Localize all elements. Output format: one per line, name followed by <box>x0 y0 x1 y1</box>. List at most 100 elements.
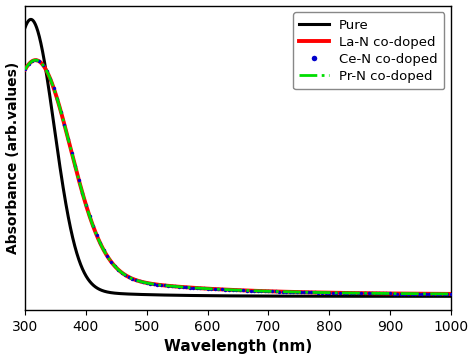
Point <box>107 259 115 265</box>
Point <box>350 290 358 296</box>
Point <box>386 291 394 296</box>
X-axis label: Wavelength (nm): Wavelength (nm) <box>164 339 312 355</box>
Point <box>239 288 247 293</box>
Point <box>393 291 401 296</box>
Point <box>225 287 233 293</box>
Point <box>297 289 304 295</box>
Point <box>333 290 340 296</box>
Point <box>164 283 172 289</box>
Point <box>204 286 211 292</box>
Point <box>411 291 419 297</box>
Point <box>207 286 215 292</box>
Point <box>89 223 97 229</box>
Point <box>272 289 279 294</box>
Point <box>444 291 451 297</box>
Point <box>340 290 347 296</box>
Point <box>368 291 376 296</box>
Point <box>390 291 397 296</box>
Point <box>433 291 440 297</box>
Point <box>111 263 118 269</box>
Point <box>39 62 47 68</box>
Point <box>318 290 326 296</box>
Point <box>96 240 104 246</box>
Point <box>447 291 455 297</box>
Point <box>146 281 154 287</box>
Point <box>46 76 54 81</box>
Point <box>361 290 369 296</box>
Point <box>329 290 337 296</box>
Point <box>365 291 373 296</box>
Point <box>286 289 294 295</box>
Point <box>236 287 244 293</box>
Point <box>419 291 426 297</box>
Point <box>197 285 204 291</box>
Point <box>315 290 322 296</box>
Point <box>404 291 412 297</box>
Point <box>304 289 311 295</box>
Point <box>104 253 111 259</box>
Point <box>247 288 255 293</box>
Point <box>128 276 136 282</box>
Point <box>301 289 308 295</box>
Point <box>283 289 290 294</box>
Point <box>168 283 175 289</box>
Legend: Pure, La-N co-doped, Ce-N co-doped, Pr-N co-doped: Pure, La-N co-doped, Ce-N co-doped, Pr-N… <box>293 12 444 89</box>
Point <box>322 290 329 296</box>
Point <box>75 177 82 183</box>
Point <box>215 286 222 292</box>
Point <box>143 280 151 286</box>
Point <box>415 291 422 297</box>
Point <box>336 290 344 296</box>
Point <box>32 57 40 63</box>
Point <box>279 289 286 294</box>
Point <box>172 284 179 289</box>
Y-axis label: Absorbance (arb.values): Absorbance (arb.values) <box>6 62 19 254</box>
Point <box>28 58 36 64</box>
Point <box>229 287 237 293</box>
Point <box>211 286 219 292</box>
Point <box>308 289 315 295</box>
Point <box>243 288 251 293</box>
Point <box>36 59 43 64</box>
Point <box>118 270 126 275</box>
Point <box>372 291 380 296</box>
Point <box>21 67 29 72</box>
Point <box>125 274 133 280</box>
Point <box>161 283 168 288</box>
Point <box>290 289 297 295</box>
Point <box>261 288 269 294</box>
Point <box>379 291 387 296</box>
Point <box>343 290 351 296</box>
Point <box>268 288 276 294</box>
Point <box>54 96 61 102</box>
Point <box>57 109 64 114</box>
Point <box>25 61 33 67</box>
Point <box>150 281 158 287</box>
Point <box>182 284 190 290</box>
Point <box>82 202 90 208</box>
Point <box>190 285 197 291</box>
Point <box>254 288 262 294</box>
Point <box>326 290 333 296</box>
Point <box>375 291 383 296</box>
Point <box>86 213 93 219</box>
Point <box>347 290 355 296</box>
Point <box>136 278 144 284</box>
Point <box>250 288 258 294</box>
Point <box>93 232 100 238</box>
Point <box>114 267 122 273</box>
Point <box>64 136 72 141</box>
Point <box>429 291 437 297</box>
Point <box>293 289 301 295</box>
Point <box>401 291 408 297</box>
Point <box>50 85 57 91</box>
Point <box>358 290 365 296</box>
Point <box>154 282 161 288</box>
Point <box>157 282 165 288</box>
Point <box>422 291 429 297</box>
Point <box>311 289 319 295</box>
Point <box>257 288 265 294</box>
Point <box>440 291 447 297</box>
Point <box>354 290 362 296</box>
Point <box>408 291 415 297</box>
